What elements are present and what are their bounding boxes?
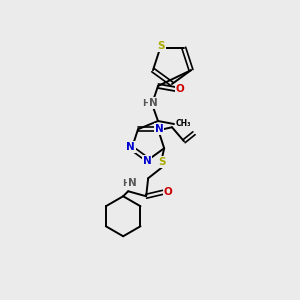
- Text: S: S: [158, 157, 166, 167]
- Text: N: N: [142, 156, 152, 166]
- Text: H: H: [142, 98, 150, 107]
- Text: N: N: [148, 98, 158, 108]
- Text: H: H: [122, 179, 130, 188]
- Text: CH₃: CH₃: [176, 118, 191, 127]
- Text: O: O: [176, 84, 184, 94]
- Text: N: N: [128, 178, 136, 188]
- Text: N: N: [127, 142, 135, 152]
- Text: S: S: [158, 41, 165, 51]
- Text: O: O: [164, 187, 172, 197]
- Text: N: N: [154, 124, 164, 134]
